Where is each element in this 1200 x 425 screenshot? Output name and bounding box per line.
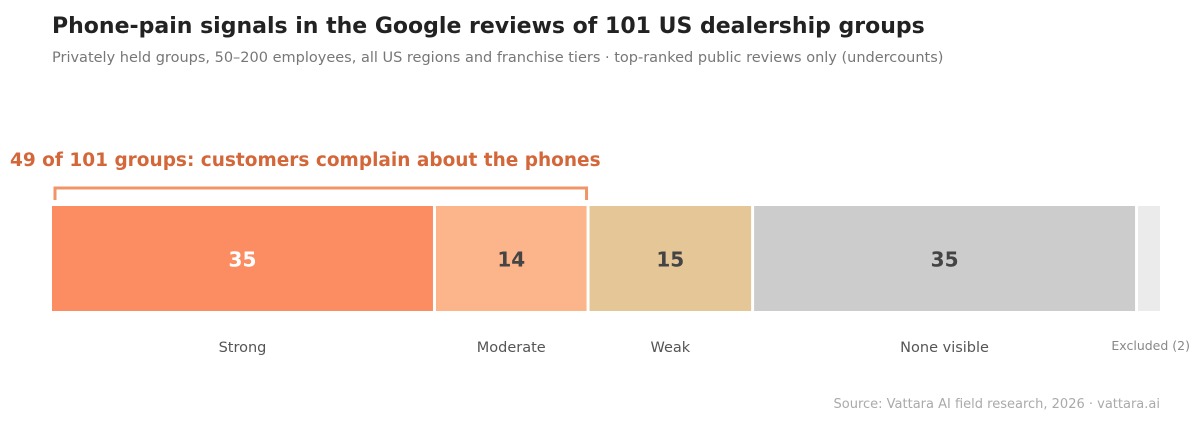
data-label-strong: 35 — [229, 248, 257, 272]
data-label-moderate: 14 — [497, 248, 525, 272]
data-label-none-visible: 35 — [931, 248, 959, 272]
bar-segment-moderate — [435, 206, 587, 311]
labels-group: 35 Strong 14 Moderate 15 Weak 35 None visible Ex… — [219, 248, 1190, 357]
category-label-excluded-2: Excluded (2) — [1111, 338, 1190, 353]
chart-title: Phone-pain signals in the Google reviews… — [52, 14, 925, 39]
category-label-strong: Strong — [219, 340, 267, 356]
callout-bracket — [53, 186, 589, 200]
category-label-none-visible: None visible — [900, 340, 989, 356]
bracket-callout: 49 of 101 groups: customers complain abo… — [10, 150, 601, 171]
category-label-moderate: Moderate — [477, 340, 546, 356]
category-label-weak: Weak — [650, 340, 690, 356]
bar-segment-excluded-2 — [1138, 206, 1160, 311]
source-note: Source: Vattara AI field research, 2026 … — [833, 397, 1161, 412]
bar-segment-weak — [589, 206, 752, 311]
bar-segments-group — [52, 206, 1160, 311]
callout-bracket-group — [53, 186, 589, 200]
data-label-weak: 15 — [656, 248, 684, 272]
bar-segment-none-visible — [754, 206, 1136, 311]
chart-subtitle: Privately held groups, 50–200 employees,… — [52, 50, 944, 66]
bar-segment-strong — [52, 206, 433, 311]
